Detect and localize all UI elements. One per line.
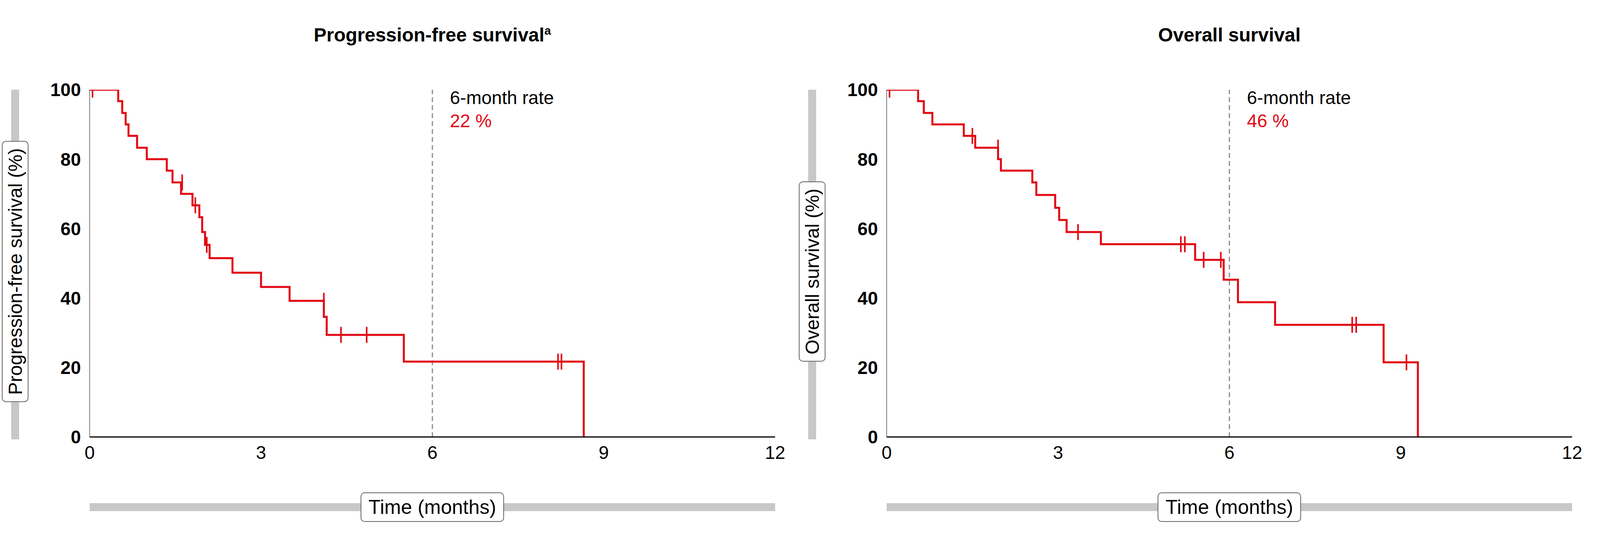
svg-text:20: 20 <box>60 357 81 378</box>
svg-text:40: 40 <box>60 287 81 309</box>
svg-text:6-month rate: 6-month rate <box>1246 87 1351 108</box>
svg-text:46 %: 46 % <box>1246 110 1289 132</box>
svg-text:0: 0 <box>881 441 892 463</box>
svg-text:6-month rate: 6-month rate <box>449 87 554 108</box>
svg-text:6: 6 <box>1224 441 1235 463</box>
svg-text:60: 60 <box>857 218 878 240</box>
svg-text:9: 9 <box>1395 441 1406 463</box>
svg-text:0: 0 <box>84 441 95 463</box>
svg-text:3: 3 <box>255 441 267 463</box>
svg-text:100: 100 <box>847 79 878 101</box>
html-text:Time (months): Time (months) <box>1165 495 1294 519</box>
svg-text:3: 3 <box>1052 441 1064 463</box>
svg-text:9: 9 <box>598 441 609 463</box>
svg-text:12: 12 <box>1561 441 1583 463</box>
svg-text:12: 12 <box>764 441 786 463</box>
svg-text:40: 40 <box>857 287 878 309</box>
html-text:Time (months): Time (months) <box>368 495 497 519</box>
svg-text:6: 6 <box>427 441 438 463</box>
html-text:Overall survival (%): Overall survival (%) <box>801 188 823 355</box>
html-text:Overall survival: Overall survival <box>1158 24 1301 46</box>
svg-text:100: 100 <box>50 79 81 101</box>
html-text:Progression-free survival (%): Progression-free survival (%) <box>4 147 26 395</box>
svg-text:80: 80 <box>60 149 81 170</box>
svg-text:0: 0 <box>70 426 81 448</box>
svg-text:0: 0 <box>867 426 878 448</box>
html-text:Progression-free survivala: Progression-free survivala <box>313 23 552 46</box>
svg-text:60: 60 <box>60 218 81 240</box>
svg-text:80: 80 <box>857 149 878 170</box>
svg-text:22 %: 22 % <box>449 110 492 132</box>
svg-text:20: 20 <box>857 357 878 378</box>
